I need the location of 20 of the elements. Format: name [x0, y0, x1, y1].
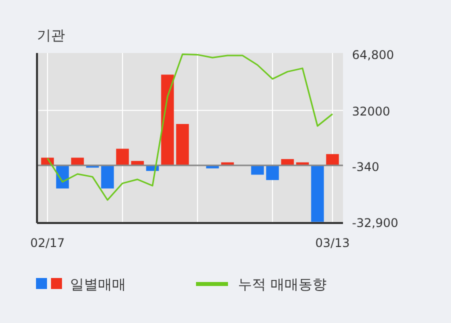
line-series: [46, 53, 334, 201]
bar: [251, 165, 264, 175]
y-tick-label: 32000: [352, 104, 390, 118]
y-tick-label: 64,800: [352, 48, 394, 62]
x-tick-label: 02/17: [30, 236, 65, 250]
bar: [266, 165, 279, 180]
bar: [101, 165, 114, 188]
legend-label: 일별매매: [70, 277, 126, 293]
bar: [161, 74, 174, 166]
y-tick-label: -32,900: [352, 216, 398, 230]
bar: [116, 148, 129, 166]
chart-title: 기관: [37, 28, 65, 44]
x-tick-label: 03/13: [315, 236, 350, 250]
bar: [56, 165, 69, 188]
legend-label: 누적 매매동향: [238, 277, 326, 293]
bar: [311, 165, 324, 222]
bar: [176, 124, 189, 166]
bar: [326, 154, 339, 166]
y-tick-label: -340: [352, 160, 380, 174]
bar: [71, 158, 84, 166]
